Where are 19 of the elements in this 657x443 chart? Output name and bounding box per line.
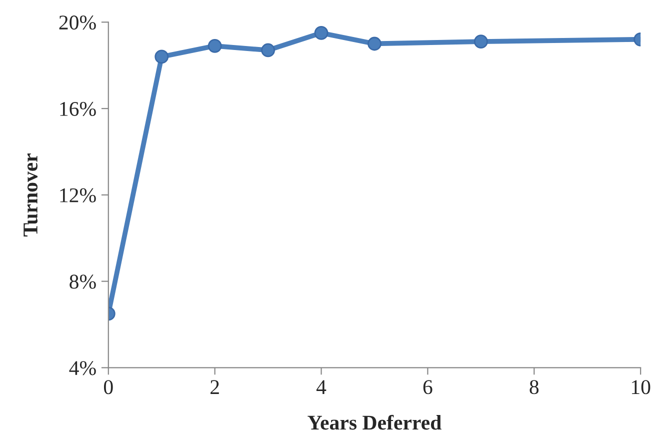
point	[314, 26, 328, 40]
point	[368, 36, 382, 51]
x-axis-title: Years Deferred	[308, 414, 442, 430]
y-tick-label: 12%	[60, 188, 96, 202]
x-tick-label: 2	[210, 380, 219, 394]
point	[154, 50, 169, 64]
point	[474, 34, 488, 49]
y-tick-label: 20%	[59, 16, 96, 30]
y-axis-title: Turnover	[24, 154, 38, 236]
x-tick-label: 6	[423, 380, 432, 394]
point	[261, 43, 275, 58]
y-tick-label: 4%	[69, 361, 96, 376]
point	[208, 38, 222, 53]
x-tick-label: 4	[316, 380, 326, 394]
x-tick-label: 0	[104, 380, 113, 394]
y-tick-label: 16%	[60, 102, 96, 116]
y-tick-label: 8%	[70, 274, 96, 289]
x-tick-label: 8	[530, 380, 539, 394]
x-tick-label: 10	[632, 380, 650, 394]
